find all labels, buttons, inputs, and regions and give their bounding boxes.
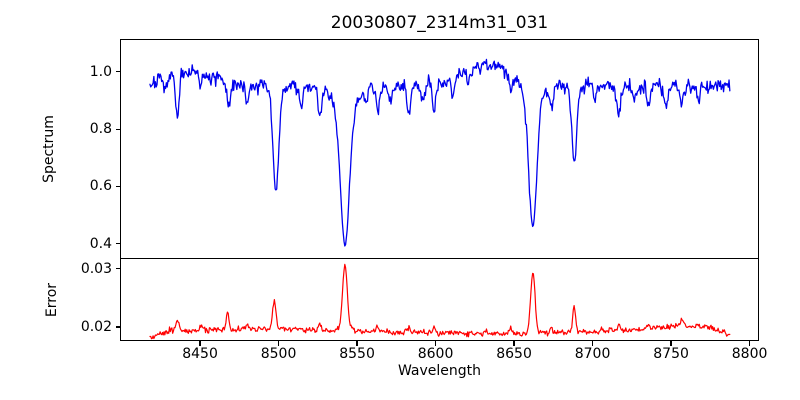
error-y-tick-label: 0.03 xyxy=(80,260,112,277)
spectrum-line-chart xyxy=(149,58,731,247)
spectrum-line xyxy=(149,58,731,247)
x-axis-label: Wavelength xyxy=(397,363,482,379)
spectrum-y-axis-label: Spectrum xyxy=(41,115,57,183)
error-line-chart xyxy=(149,263,731,340)
x-tick xyxy=(513,341,515,346)
x-tick xyxy=(591,341,594,346)
x-tick-label: 8600 xyxy=(417,346,454,362)
error-y-axis-label: Error xyxy=(44,282,60,318)
x-tick-label: 8700 xyxy=(574,346,611,362)
x-tick xyxy=(434,341,437,346)
x-tick-label: 8750 xyxy=(653,346,689,362)
spectrum-y-tick xyxy=(115,185,120,187)
x-tick xyxy=(748,341,751,346)
spectrum-y-tick-label: 1.0 xyxy=(89,63,112,80)
spectrum-plot-area xyxy=(120,39,759,259)
spectrum-y-tick-label: 0.4 xyxy=(89,235,112,252)
error-plot-area xyxy=(120,259,759,341)
error-y-tick-label: 0.02 xyxy=(80,319,112,336)
spectrum-y-tick xyxy=(115,242,120,245)
error-y-tick xyxy=(115,326,120,328)
x-tick xyxy=(277,341,280,346)
spectrum-y-tick-label: 0.6 xyxy=(89,178,112,195)
x-tick xyxy=(199,341,201,346)
spectrum-y-tick-label: 0.8 xyxy=(89,121,112,138)
x-tick xyxy=(356,341,358,346)
x-tick xyxy=(670,341,672,346)
error-y-tick xyxy=(115,268,120,270)
x-tick-label: 8550 xyxy=(339,346,375,362)
spectrum-y-tick xyxy=(115,128,120,130)
x-tick-label: 8650 xyxy=(496,346,532,362)
chart-title: 20030807_2314m31_031 xyxy=(330,13,549,33)
x-tick-label: 8450 xyxy=(182,346,218,362)
spectrum-y-tick xyxy=(115,71,120,73)
x-tick-label: 8800 xyxy=(731,346,768,362)
error-line xyxy=(149,263,731,340)
x-tick-label: 8500 xyxy=(260,346,297,362)
